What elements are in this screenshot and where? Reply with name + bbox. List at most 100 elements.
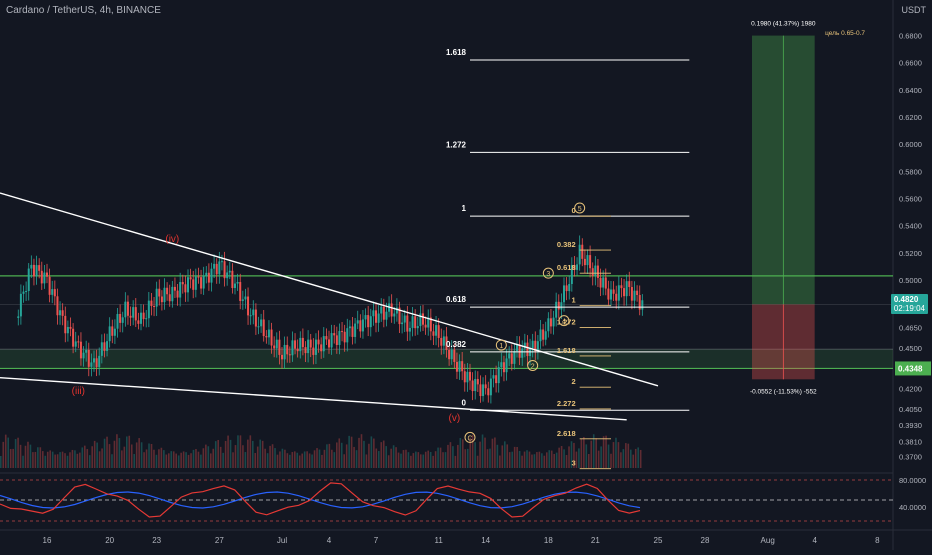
small-fib-label: 3 xyxy=(571,459,575,468)
volume-bar xyxy=(175,453,178,468)
volume-bar xyxy=(471,434,474,468)
candle-body xyxy=(124,301,127,318)
candle-body xyxy=(408,327,411,332)
wave-circle xyxy=(574,202,586,214)
volume-bar xyxy=(130,444,133,468)
volume-bar xyxy=(518,450,521,468)
volume-bar xyxy=(64,453,66,468)
rsi-tick-label: 40.0000 xyxy=(899,503,926,512)
target-note: цель 0.65-0.7 xyxy=(825,30,865,37)
candle-body xyxy=(489,378,492,396)
x-tick-label: 20 xyxy=(105,536,114,545)
volume-bar xyxy=(46,451,49,468)
last-price-tag: 0.4820 02:19:04 xyxy=(890,294,928,315)
volume-bar xyxy=(180,452,182,468)
candle-body xyxy=(173,286,176,291)
volume-bar xyxy=(565,455,568,468)
candle-body xyxy=(322,336,325,352)
candle-body xyxy=(312,347,315,355)
volume-bar xyxy=(597,450,600,468)
volume-bar xyxy=(501,445,504,468)
candle-body xyxy=(189,277,192,280)
volume-bar xyxy=(499,455,501,468)
small-fib-label: 0.382 xyxy=(557,240,576,249)
candle-body xyxy=(508,353,511,359)
candle-body xyxy=(168,294,171,302)
candle-body xyxy=(617,285,620,301)
candle-body xyxy=(205,272,208,277)
volume-bar xyxy=(439,447,442,468)
volume-bar xyxy=(526,450,528,468)
candle-body xyxy=(354,323,357,337)
volume-bar xyxy=(432,455,434,468)
volume-bar xyxy=(14,439,17,468)
y-tick-label: 0.4050 xyxy=(899,405,922,414)
candle-body xyxy=(560,302,563,310)
candle-body xyxy=(137,320,140,324)
volume-bar xyxy=(607,444,610,468)
volume-bar xyxy=(333,452,336,468)
candle-body xyxy=(61,310,64,316)
y-tick-label: 0.6800 xyxy=(899,32,922,41)
volume-bar xyxy=(37,447,39,468)
candle-body xyxy=(119,313,122,323)
volume-bar xyxy=(553,453,555,468)
candle-body xyxy=(442,336,445,346)
fib-level-label: 1 xyxy=(462,204,467,213)
volume-bar xyxy=(291,452,294,468)
candle-body xyxy=(555,301,558,318)
candle-body xyxy=(382,306,385,320)
volume-bar xyxy=(358,437,360,468)
y-tick-label: 0.6600 xyxy=(899,59,922,68)
volume-bar xyxy=(506,444,509,468)
volume-bar xyxy=(93,440,96,468)
candle-body xyxy=(56,296,59,316)
candle-body xyxy=(257,326,260,328)
candle-body xyxy=(166,287,169,295)
volume-bar xyxy=(558,447,560,468)
volume-bar xyxy=(533,454,536,468)
volume-bar xyxy=(318,449,321,468)
volume-bar xyxy=(625,443,627,468)
volume-bar xyxy=(363,440,365,468)
volume-bar xyxy=(395,447,397,468)
volume-bar xyxy=(377,451,380,468)
volume-bar xyxy=(345,444,348,468)
candle-body xyxy=(46,272,48,277)
candle-body xyxy=(147,300,150,319)
volume-bar xyxy=(513,446,516,468)
volume-bar xyxy=(138,438,140,468)
volume-bar xyxy=(536,452,538,468)
volume-bar xyxy=(118,438,121,468)
volume-bar xyxy=(247,439,249,468)
price-tag-label: 0.4348 xyxy=(898,364,923,373)
volume-bar xyxy=(340,442,343,468)
volume-bar xyxy=(56,454,59,468)
volume-bar xyxy=(419,454,422,468)
candle-body xyxy=(286,344,289,355)
volume-bar xyxy=(575,451,578,468)
volume-bar xyxy=(442,452,444,468)
candle-body xyxy=(416,326,419,329)
volume-bar xyxy=(615,437,617,468)
x-tick-label: 21 xyxy=(591,536,600,545)
candle-body xyxy=(275,339,278,349)
volume-bar xyxy=(629,449,632,468)
candle-body xyxy=(395,307,398,314)
candle-body xyxy=(372,310,375,317)
candle-body xyxy=(463,371,466,383)
candle-body xyxy=(283,344,286,360)
candle-body xyxy=(150,300,153,307)
candle-body xyxy=(202,276,205,289)
small-fib-label: 2 xyxy=(571,377,575,386)
wave-circle xyxy=(558,315,570,327)
candle-body xyxy=(270,329,273,346)
candle-body xyxy=(231,270,234,289)
volume-bar xyxy=(276,454,279,468)
volume-bar xyxy=(66,455,69,468)
volume-bar xyxy=(434,451,437,468)
candle-body xyxy=(85,349,88,353)
small-fib-label: 2.272 xyxy=(557,399,576,408)
